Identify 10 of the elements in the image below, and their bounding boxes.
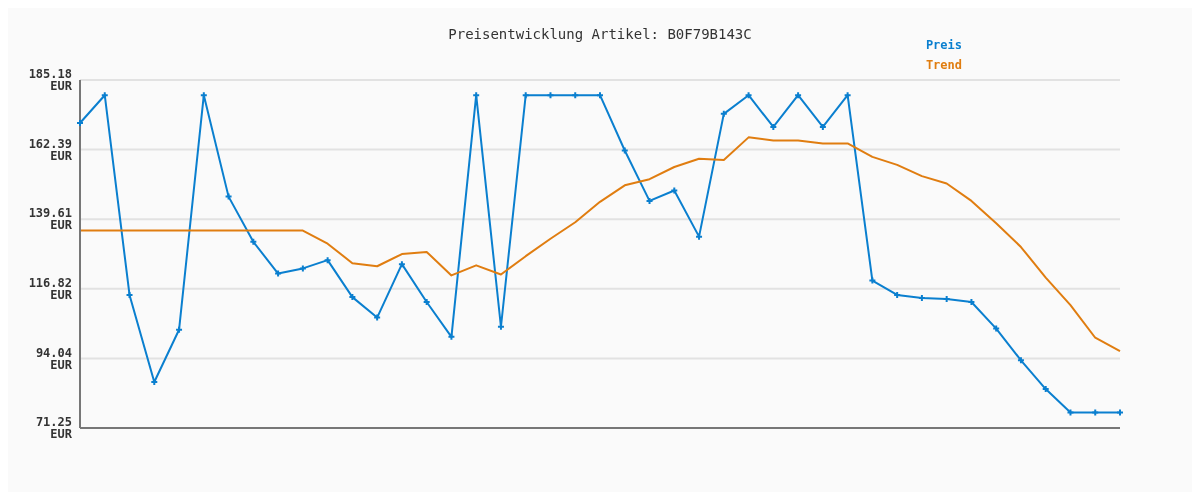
text: Preis <box>925 38 962 52</box>
y-tick-label: 116.82 EUR <box>28 276 73 303</box>
y-tick-label: 162.39 EUR <box>28 136 73 163</box>
y-tick-label: 139.61 EUR <box>28 206 73 233</box>
text: Trend <box>925 58 962 72</box>
y-tick-label: 185.18 EUR <box>28 67 73 94</box>
chart-title: Preisentwicklung Artikel: B0F79B143C <box>448 26 752 42</box>
line-series <box>79 136 1121 353</box>
y-tick-label: 71.25 EUR <box>35 415 73 442</box>
y-tick-label: 94.04 EUR <box>35 345 73 372</box>
